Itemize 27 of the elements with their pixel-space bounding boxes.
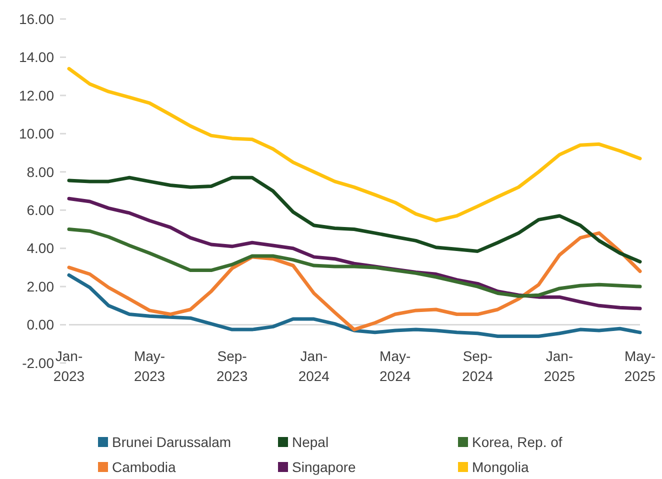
y-tick-label: 12.00 bbox=[18, 87, 54, 104]
line-series bbox=[67, 66, 642, 222]
legend-label: Korea, Rep. of bbox=[472, 434, 562, 450]
x-tick-label: Jan-2023 bbox=[53, 348, 85, 384]
y-tick-label: 2.00 bbox=[26, 278, 54, 294]
y-tick-label: 4.00 bbox=[26, 240, 54, 256]
y-tick-label: 10.00 bbox=[18, 126, 54, 142]
x-tick-label: May-2024 bbox=[380, 348, 411, 384]
x-tick-label: Jan-2024 bbox=[298, 348, 330, 384]
y-tick-label: 0.00 bbox=[26, 316, 54, 333]
y-tick-label: -2.00 bbox=[22, 354, 54, 371]
legend-label: Singapore bbox=[292, 458, 356, 475]
legend-label: Cambodia bbox=[112, 458, 176, 475]
y-tick-label: 14.00 bbox=[18, 49, 54, 66]
line-series bbox=[67, 176, 642, 264]
legend-label: Brunei Darussalam bbox=[112, 434, 232, 450]
legend-label: Nepal bbox=[292, 434, 329, 450]
y-tick-label: 8.00 bbox=[26, 164, 54, 180]
y-tick-label: 16.00 bbox=[18, 10, 54, 27]
line-series bbox=[67, 227, 642, 298]
x-tick-label: May-2023 bbox=[134, 348, 166, 384]
y-tick-label: 6.00 bbox=[26, 202, 54, 218]
x-tick-label: May-2025 bbox=[624, 348, 656, 384]
x-tick-label: Sep-2023 bbox=[216, 348, 248, 384]
x-tick-label: Sep-2024 bbox=[462, 348, 494, 384]
x-tick-label: Jan-2025 bbox=[544, 348, 576, 384]
legend-label: Mongolia bbox=[472, 458, 530, 475]
